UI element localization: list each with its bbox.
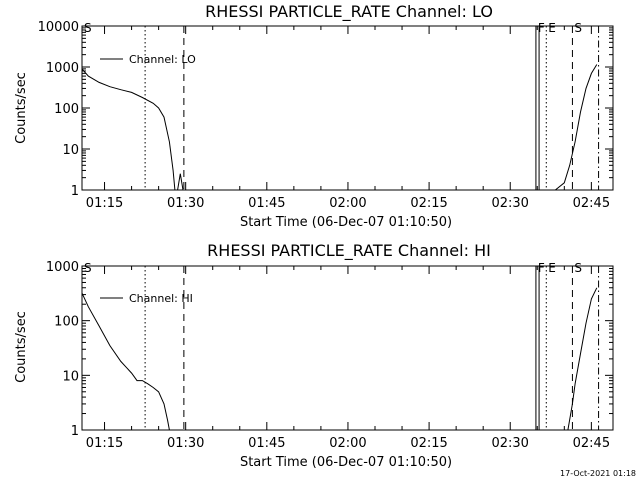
y-tick-label-lo-3: 1000: [46, 61, 79, 76]
event-marker-label-hi-5: E: [548, 261, 556, 275]
series-line-lo-0: [81, 64, 598, 191]
chart-panel-lo: RHESSI PARTICLE_RATE Channel: LO Counts/…: [14, 2, 614, 230]
legend-hi: Channel: HI: [100, 292, 193, 305]
y-tick-label-lo-1: 10: [62, 143, 79, 158]
legend-label-hi: Channel: HI: [129, 292, 193, 305]
x-tick-label-lo-4: 02:15: [410, 196, 447, 211]
event-marker-label-lo-6: S: [574, 21, 582, 35]
footer-stamp: 17-Oct-2021 01:18: [560, 469, 636, 478]
y-tick-label-lo-2: 100: [54, 102, 79, 117]
x-tick-label-hi-5: 02:30: [491, 436, 528, 451]
series-layer-hi: [81, 287, 598, 431]
x-tick-label-lo-2: 01:45: [248, 196, 285, 211]
tick-layer-lo: 01:15 01:30 01:45 02:00 02:15 02:30 02:45 1 10 10…: [38, 20, 613, 211]
x-tick-label-lo-0: 01:15: [86, 196, 123, 211]
plot-frame-lo: [81, 25, 614, 191]
x-tick-label-hi-0: 01:15: [86, 436, 123, 451]
event-marker-label-lo-5: E: [548, 21, 556, 35]
x-axis-label-hi: Start Time (06-Dec-07 01:10:50): [240, 455, 452, 470]
x-tick-label-hi-1: 01:30: [167, 436, 204, 451]
tick-layer-hi: 01:15 01:30 01:45 02:00 02:15 02:30 02:45 1 10 10…: [46, 260, 613, 451]
x-axis-label-lo: Start Time (06-Dec-07 01:10:50): [240, 215, 452, 230]
event-marker-label-hi-3: F: [538, 261, 545, 275]
y-tick-label-lo-0: 1: [71, 184, 79, 199]
legend-label-lo: Channel: LO: [129, 53, 196, 66]
series-layer-lo: [81, 64, 598, 191]
y-tick-label-hi-0: 1: [71, 424, 79, 439]
y-axis-label-hi: Counts/sec: [14, 311, 29, 383]
x-tick-label-lo-1: 01:30: [167, 196, 204, 211]
chart-title-hi: RHESSI PARTICLE_RATE Channel: HI: [207, 241, 491, 261]
x-tick-label-lo-3: 02:00: [329, 196, 366, 211]
x-tick-label-hi-6: 02:45: [573, 436, 610, 451]
y-tick-label-hi-3: 1000: [46, 260, 79, 275]
y-tick-label-lo-4: 10000: [38, 20, 79, 35]
y-tick-label-hi-1: 10: [62, 369, 79, 384]
event-marker-label-lo-0: S: [84, 21, 92, 35]
y-tick-label-hi-2: 100: [54, 315, 79, 330]
y-axis-label-lo: Counts/sec: [14, 72, 29, 144]
x-tick-label-hi-4: 02:15: [410, 436, 447, 451]
event-marker-label-hi-0: S: [84, 261, 92, 275]
series-line-hi-0: [81, 287, 598, 431]
x-tick-label-hi-3: 02:00: [329, 436, 366, 451]
legend-lo: Channel: LO: [100, 53, 196, 66]
x-tick-label-lo-6: 02:45: [573, 196, 610, 211]
chart-panel-hi: RHESSI PARTICLE_RATE Channel: HI Counts/…: [14, 241, 614, 470]
event-marker-label-lo-3: F: [538, 21, 545, 35]
event-marker-label-hi-6: S: [574, 261, 582, 275]
chart-title-lo: RHESSI PARTICLE_RATE Channel: LO: [205, 2, 493, 22]
x-tick-label-hi-2: 01:45: [248, 436, 285, 451]
plot-frame-hi: [81, 265, 614, 431]
x-tick-label-lo-5: 02:30: [491, 196, 528, 211]
